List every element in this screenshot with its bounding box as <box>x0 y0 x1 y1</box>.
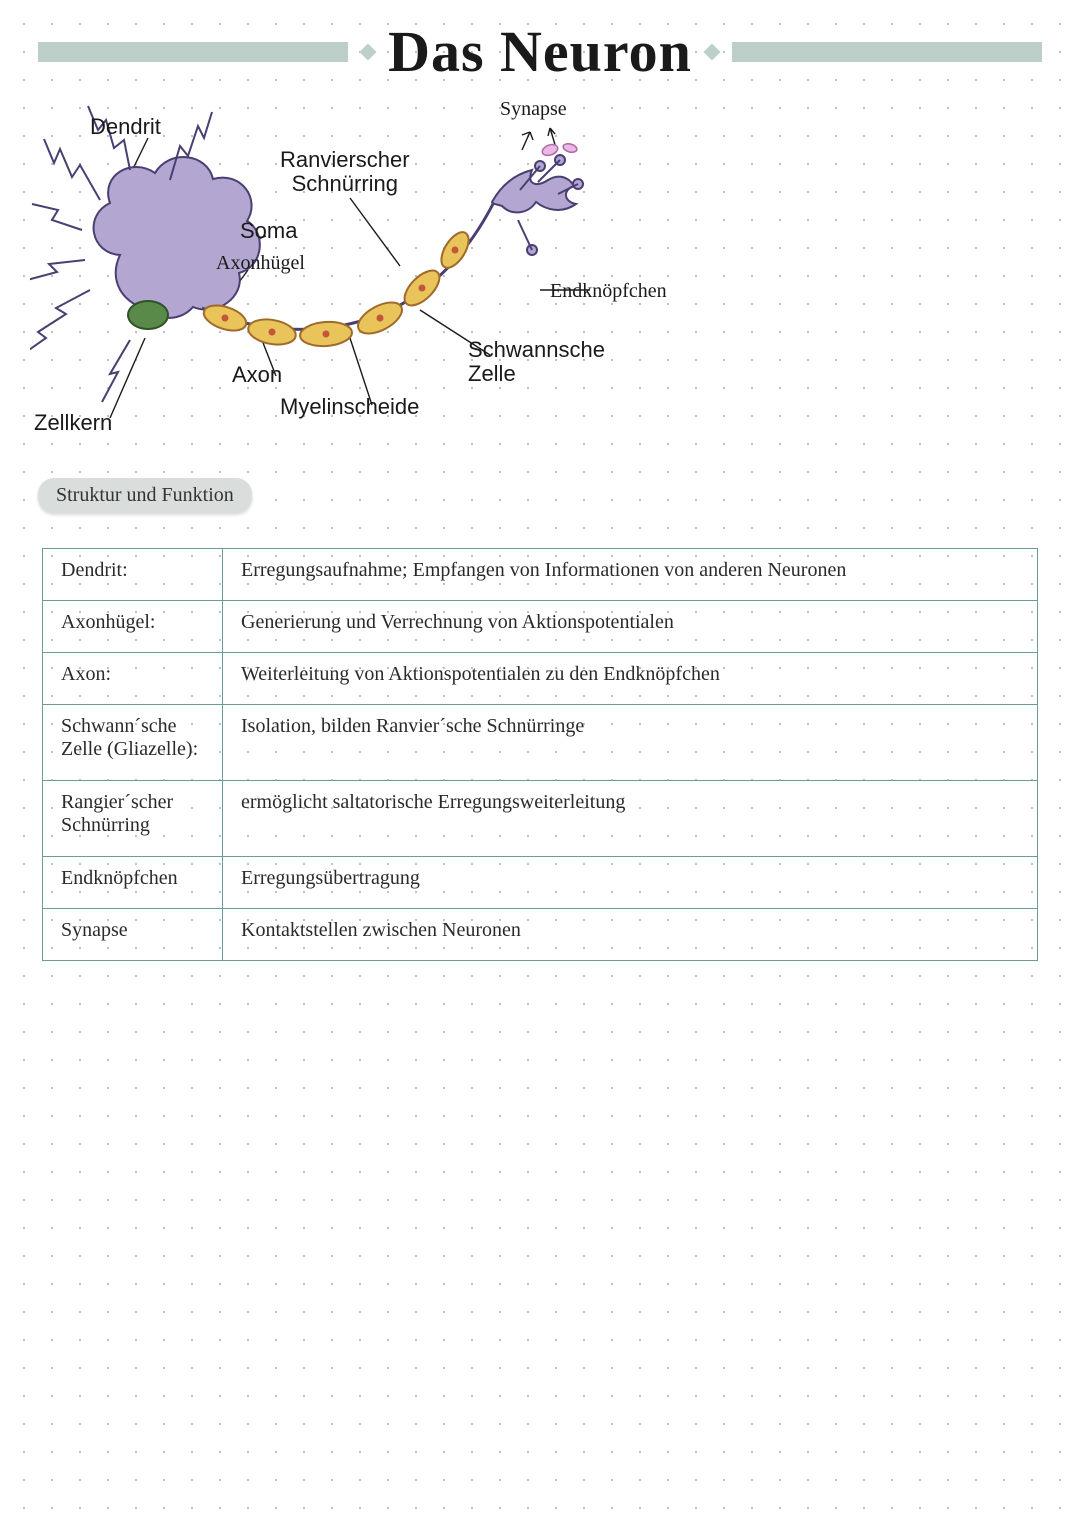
label-axonhuegel: Axonhügel <box>216 252 305 275</box>
label-myelinscheide: Myelinscheide <box>280 394 419 420</box>
banner-bar-right <box>732 42 1042 62</box>
table-term: Endknöpfchen <box>43 857 223 909</box>
table-term: Dendrit: <box>43 549 223 601</box>
table-desc: Erregungsaufnahme; Empfangen von Informa… <box>223 549 1038 601</box>
table-row: SynapseKontaktstellen zwischen Neuronen <box>43 909 1038 961</box>
neuron-diagram: Dendrit Synapse Ranvierscher Schnürring … <box>30 90 750 440</box>
title-banner: Das Neuron <box>0 18 1080 85</box>
table-desc: Isolation, bilden Ranvier´sche Schnürrin… <box>223 705 1038 781</box>
label-endknoepfchen: Endknöpfchen <box>550 280 667 303</box>
page-title: Das Neuron <box>388 18 692 85</box>
section-heading: Struktur und Funktion <box>38 478 252 513</box>
structure-function-table: Dendrit:Erregungsaufnahme; Empfangen von… <box>42 548 1038 961</box>
table-row: Axon:Weiterleitung von Aktionspotentiale… <box>43 653 1038 705</box>
table-row: EndknöpfchenErregungsübertragung <box>43 857 1038 909</box>
table-row: Rangier´scher Schnürringermöglicht salta… <box>43 781 1038 857</box>
table-term: Axonhügel: <box>43 601 223 653</box>
table-row: Axonhügel:Generierung und Verrechnung vo… <box>43 601 1038 653</box>
label-ranvier: Ranvierscher Schnürring <box>280 148 410 196</box>
neuron-svg <box>30 90 750 440</box>
label-dendrit: Dendrit <box>90 114 161 140</box>
label-axon: Axon <box>232 362 282 388</box>
table-desc: ermöglicht saltatorische Erregungsweiter… <box>223 781 1038 857</box>
banner-diamond-right <box>703 43 720 60</box>
table-term: Axon: <box>43 653 223 705</box>
table-desc: Generierung und Verrechnung von Aktionsp… <box>223 601 1038 653</box>
banner-bar-left <box>38 42 348 62</box>
table-term: Synapse <box>43 909 223 961</box>
table-desc: Erregungsübertragung <box>223 857 1038 909</box>
table-row: Schwann´sche Zelle (Gliazelle):Isolation… <box>43 705 1038 781</box>
table-term: Rangier´scher Schnürring <box>43 781 223 857</box>
banner-diamond-left <box>360 43 377 60</box>
table-row: Dendrit:Erregungsaufnahme; Empfangen von… <box>43 549 1038 601</box>
label-soma: Soma <box>240 218 297 244</box>
label-zellkern: Zellkern <box>34 410 112 436</box>
table-desc: Kontaktstellen zwischen Neuronen <box>223 909 1038 961</box>
table-term: Schwann´sche Zelle (Gliazelle): <box>43 705 223 781</box>
table-desc: Weiterleitung von Aktionspotentialen zu … <box>223 653 1038 705</box>
label-synapse: Synapse <box>500 98 567 121</box>
label-schwannsche: Schwannsche Zelle <box>468 338 605 386</box>
